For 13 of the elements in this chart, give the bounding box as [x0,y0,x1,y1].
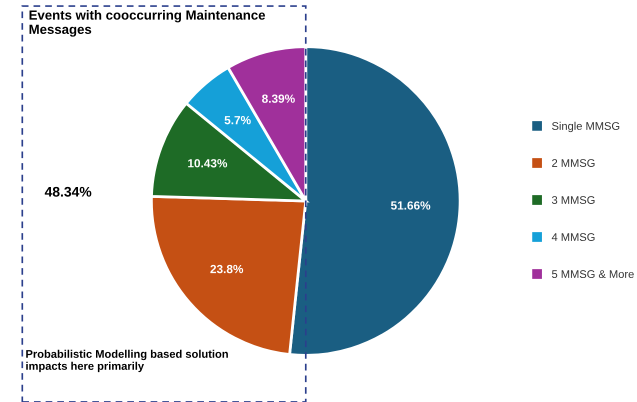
data-label: 5.7% [224,116,251,124]
text: Probabilistic Modelling based solution impacts here primarily [26,350,228,372]
legend-label: 5 MMSG & More [552,270,634,278]
chart-title: Events with cooccurring Maintenance Messages [30,10,266,37]
legend-label: Single MMSG [552,122,620,132]
data-label: 51.66% [390,201,430,210]
text: 48.34% [44,186,92,197]
legend-label: 2 MMSG [552,159,595,167]
data-label: 23.8% [210,264,244,274]
data-label: 8.39% [262,94,295,103]
legend-label: 3 MMSG [552,196,595,204]
data-label: 10.43% [188,159,228,168]
legend-label: 4 MMSG [552,233,595,242]
